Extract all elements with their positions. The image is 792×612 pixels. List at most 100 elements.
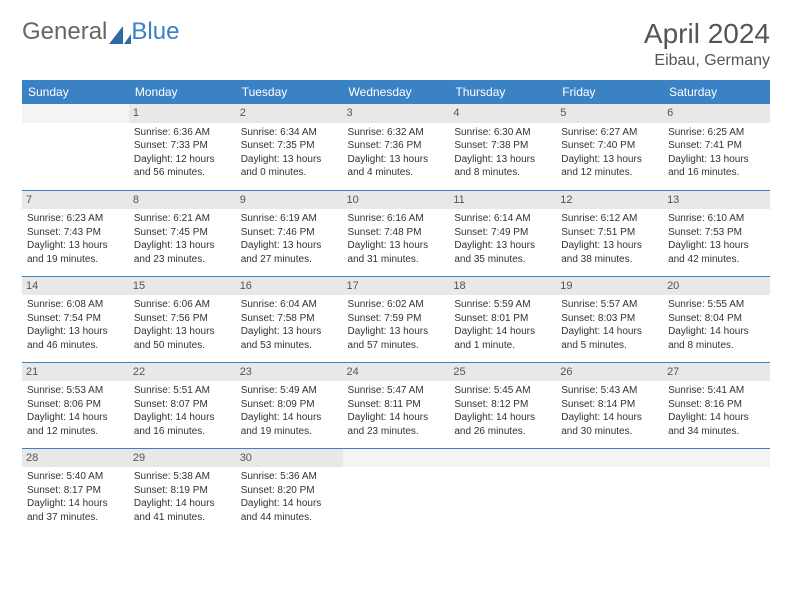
daylight-text: Daylight: 14 hours and 16 minutes. — [134, 411, 231, 438]
daylight-text: Daylight: 13 hours and 4 minutes. — [348, 153, 445, 180]
sunset-text: Sunset: 7:56 PM — [134, 312, 231, 326]
sunrise-text: Sunrise: 5:47 AM — [348, 384, 445, 398]
daylight-text: Daylight: 13 hours and 19 minutes. — [27, 239, 124, 266]
daylight-text: Daylight: 13 hours and 31 minutes. — [348, 239, 445, 266]
logo: General Blue — [22, 18, 179, 46]
day-number: 4 — [449, 104, 556, 123]
sunrise-text: Sunrise: 6:08 AM — [27, 298, 124, 312]
day-number: 25 — [449, 363, 556, 382]
calendar-day-cell: 16Sunrise: 6:04 AMSunset: 7:58 PMDayligh… — [236, 276, 343, 362]
calendar-day-cell: 27Sunrise: 5:41 AMSunset: 8:16 PMDayligh… — [663, 362, 770, 448]
day-number: 20 — [663, 277, 770, 296]
weekday-header: Monday — [129, 80, 236, 104]
calendar-day-cell: 23Sunrise: 5:49 AMSunset: 8:09 PMDayligh… — [236, 362, 343, 448]
sunset-text: Sunset: 7:58 PM — [241, 312, 338, 326]
daylight-text: Daylight: 14 hours and 44 minutes. — [241, 497, 338, 524]
sunset-text: Sunset: 7:53 PM — [668, 226, 765, 240]
calendar-day-cell — [449, 448, 556, 534]
location-label: Eibau, Germany — [644, 52, 770, 70]
calendar-header-row: SundayMondayTuesdayWednesdayThursdayFrid… — [22, 80, 770, 104]
sunset-text: Sunset: 8:01 PM — [454, 312, 551, 326]
daylight-text: Daylight: 13 hours and 12 minutes. — [561, 153, 658, 180]
weekday-header: Tuesday — [236, 80, 343, 104]
calendar-week-row: 1Sunrise: 6:36 AMSunset: 7:33 PMDaylight… — [22, 104, 770, 190]
day-number: 2 — [236, 104, 343, 123]
calendar-day-cell: 21Sunrise: 5:53 AMSunset: 8:06 PMDayligh… — [22, 362, 129, 448]
day-number: 19 — [556, 277, 663, 296]
calendar-week-row: 21Sunrise: 5:53 AMSunset: 8:06 PMDayligh… — [22, 362, 770, 448]
daylight-text: Daylight: 14 hours and 23 minutes. — [348, 411, 445, 438]
sunrise-text: Sunrise: 6:16 AM — [348, 212, 445, 226]
weekday-header: Sunday — [22, 80, 129, 104]
day-number — [22, 104, 129, 123]
calendar-day-cell: 29Sunrise: 5:38 AMSunset: 8:19 PMDayligh… — [129, 448, 236, 534]
day-number: 3 — [343, 104, 450, 123]
daylight-text: Daylight: 13 hours and 23 minutes. — [134, 239, 231, 266]
calendar-day-cell: 11Sunrise: 6:14 AMSunset: 7:49 PMDayligh… — [449, 190, 556, 276]
day-number: 11 — [449, 191, 556, 210]
sunset-text: Sunset: 7:43 PM — [27, 226, 124, 240]
sunrise-text: Sunrise: 6:36 AM — [134, 126, 231, 140]
sunrise-text: Sunrise: 6:21 AM — [134, 212, 231, 226]
day-number: 24 — [343, 363, 450, 382]
daylight-text: Daylight: 13 hours and 16 minutes. — [668, 153, 765, 180]
daylight-text: Daylight: 13 hours and 50 minutes. — [134, 325, 231, 352]
day-number: 27 — [663, 363, 770, 382]
sunrise-text: Sunrise: 5:59 AM — [454, 298, 551, 312]
day-number: 23 — [236, 363, 343, 382]
daylight-text: Daylight: 14 hours and 8 minutes. — [668, 325, 765, 352]
calendar-day-cell: 4Sunrise: 6:30 AMSunset: 7:38 PMDaylight… — [449, 104, 556, 190]
daylight-text: Daylight: 14 hours and 26 minutes. — [454, 411, 551, 438]
day-number: 7 — [22, 191, 129, 210]
sunset-text: Sunset: 7:36 PM — [348, 139, 445, 153]
daylight-text: Daylight: 13 hours and 42 minutes. — [668, 239, 765, 266]
daylight-text: Daylight: 14 hours and 30 minutes. — [561, 411, 658, 438]
daylight-text: Daylight: 14 hours and 1 minute. — [454, 325, 551, 352]
daylight-text: Daylight: 13 hours and 38 minutes. — [561, 239, 658, 266]
sunset-text: Sunset: 8:16 PM — [668, 398, 765, 412]
calendar-day-cell: 28Sunrise: 5:40 AMSunset: 8:17 PMDayligh… — [22, 448, 129, 534]
sunrise-text: Sunrise: 6:23 AM — [27, 212, 124, 226]
calendar-day-cell: 12Sunrise: 6:12 AMSunset: 7:51 PMDayligh… — [556, 190, 663, 276]
calendar-day-cell — [22, 104, 129, 190]
calendar-day-cell: 3Sunrise: 6:32 AMSunset: 7:36 PMDaylight… — [343, 104, 450, 190]
calendar-day-cell: 17Sunrise: 6:02 AMSunset: 7:59 PMDayligh… — [343, 276, 450, 362]
sunset-text: Sunset: 8:04 PM — [668, 312, 765, 326]
day-number: 15 — [129, 277, 236, 296]
daylight-text: Daylight: 12 hours and 56 minutes. — [134, 153, 231, 180]
calendar-day-cell: 9Sunrise: 6:19 AMSunset: 7:46 PMDaylight… — [236, 190, 343, 276]
sunset-text: Sunset: 8:03 PM — [561, 312, 658, 326]
day-number — [663, 449, 770, 468]
sunset-text: Sunset: 8:09 PM — [241, 398, 338, 412]
sunrise-text: Sunrise: 5:41 AM — [668, 384, 765, 398]
day-number: 29 — [129, 449, 236, 468]
calendar-day-cell: 18Sunrise: 5:59 AMSunset: 8:01 PMDayligh… — [449, 276, 556, 362]
day-number: 26 — [556, 363, 663, 382]
day-number: 30 — [236, 449, 343, 468]
sunset-text: Sunset: 8:12 PM — [454, 398, 551, 412]
calendar-day-cell: 30Sunrise: 5:36 AMSunset: 8:20 PMDayligh… — [236, 448, 343, 534]
sunset-text: Sunset: 7:45 PM — [134, 226, 231, 240]
logo-sail-icon — [109, 23, 131, 41]
calendar-day-cell: 6Sunrise: 6:25 AMSunset: 7:41 PMDaylight… — [663, 104, 770, 190]
sunrise-text: Sunrise: 6:19 AM — [241, 212, 338, 226]
sunset-text: Sunset: 7:35 PM — [241, 139, 338, 153]
day-number: 9 — [236, 191, 343, 210]
sunrise-text: Sunrise: 6:34 AM — [241, 126, 338, 140]
daylight-text: Daylight: 14 hours and 19 minutes. — [241, 411, 338, 438]
sunrise-text: Sunrise: 6:27 AM — [561, 126, 658, 140]
calendar-day-cell: 25Sunrise: 5:45 AMSunset: 8:12 PMDayligh… — [449, 362, 556, 448]
daylight-text: Daylight: 14 hours and 37 minutes. — [27, 497, 124, 524]
sunrise-text: Sunrise: 6:30 AM — [454, 126, 551, 140]
sunrise-text: Sunrise: 5:53 AM — [27, 384, 124, 398]
day-number — [556, 449, 663, 468]
calendar-table: SundayMondayTuesdayWednesdayThursdayFrid… — [22, 80, 770, 534]
sunrise-text: Sunrise: 5:40 AM — [27, 470, 124, 484]
sunset-text: Sunset: 8:07 PM — [134, 398, 231, 412]
sunrise-text: Sunrise: 6:25 AM — [668, 126, 765, 140]
logo-text-general: General — [22, 18, 107, 46]
day-number: 13 — [663, 191, 770, 210]
day-number: 8 — [129, 191, 236, 210]
calendar-week-row: 28Sunrise: 5:40 AMSunset: 8:17 PMDayligh… — [22, 448, 770, 534]
calendar-day-cell: 24Sunrise: 5:47 AMSunset: 8:11 PMDayligh… — [343, 362, 450, 448]
